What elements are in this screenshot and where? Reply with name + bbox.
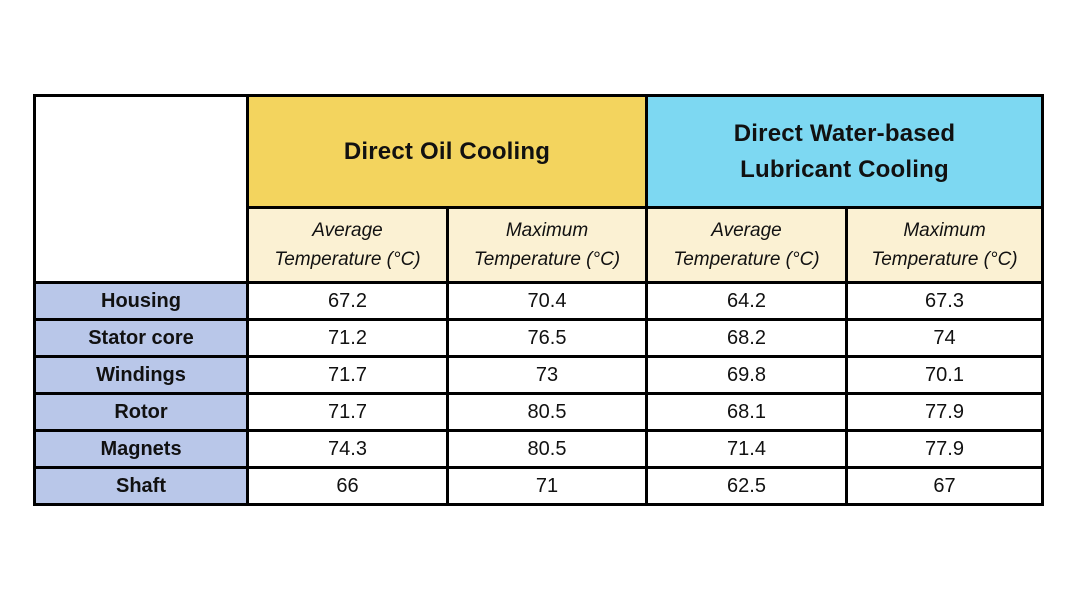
- group-header-label: Direct Oil Cooling: [343, 137, 551, 165]
- group-header-label-line1: Direct Water-based: [733, 119, 956, 147]
- table-row-magnets: Magnets 74.3 80.5 71.4 77.9: [33, 429, 1044, 469]
- table-row-housing: Housing 67.2 70.4 64.2 67.3: [33, 281, 1044, 321]
- data-cell: 71.7: [246, 355, 449, 395]
- data-cell: 64.2: [645, 281, 848, 321]
- row-label: Housing: [33, 281, 249, 321]
- row-label: Stator core: [33, 318, 249, 358]
- row-label: Windings: [33, 355, 249, 395]
- subheader-line2: Temperature (°C): [274, 249, 421, 270]
- subheader-line1: Maximum: [505, 219, 589, 241]
- table-row-shaft: Shaft 66 71 62.5 67: [33, 466, 1044, 506]
- subheader-line1: Maximum: [903, 219, 986, 241]
- data-cell: 74: [845, 318, 1044, 358]
- subheader-line1: Average: [711, 219, 782, 241]
- data-cell: 77.9: [845, 392, 1044, 432]
- table-row-windings: Windings 71.7 73 69.8 70.1: [33, 355, 1044, 395]
- subheader-water-average-temperature: Average Temperature (°C): [645, 206, 848, 284]
- data-cell: 71.4: [645, 429, 848, 469]
- row-label: Shaft: [33, 466, 249, 506]
- data-cell: 71: [446, 466, 648, 506]
- data-cell: 71.2: [246, 318, 449, 358]
- data-cell: 76.5: [446, 318, 648, 358]
- subheader-row: Average Temperature (°C) Maximum Tempera…: [35, 206, 1044, 284]
- row-label: Magnets: [33, 429, 249, 469]
- column-group-header-row: Direct Oil Cooling Direct Water-based Lu…: [33, 94, 1044, 284]
- data-cell: 67: [845, 466, 1044, 506]
- data-cell: 80.5: [446, 429, 648, 469]
- subheader-oil-average-temperature: Average Temperature (°C): [246, 206, 449, 284]
- data-cell: 70.1: [845, 355, 1044, 395]
- data-cell: 74.3: [246, 429, 449, 469]
- group-header-label-line2: Lubricant Cooling: [740, 155, 949, 183]
- data-cell: 67.2: [246, 281, 449, 321]
- data-cell: 71.7: [246, 392, 449, 432]
- subheader-water-maximum-temperature: Maximum Temperature (°C): [845, 206, 1044, 284]
- column-group-direct-oil-cooling: Direct Oil Cooling: [246, 94, 648, 209]
- data-cell: 67.3: [845, 281, 1044, 321]
- data-cell: 77.9: [845, 429, 1044, 469]
- subheader-oil-maximum-temperature: Maximum Temperature (°C): [446, 206, 648, 284]
- data-cell: 68.2: [645, 318, 848, 358]
- data-cell: 70.4: [446, 281, 648, 321]
- table-row-rotor: Rotor 71.7 80.5 68.1 77.9: [33, 392, 1044, 432]
- subheader-line2: Temperature (°C): [871, 249, 1018, 270]
- empty-corner-cell: [33, 94, 249, 284]
- temperature-comparison-table: Direct Oil Cooling Direct Water-based Lu…: [33, 94, 1044, 506]
- subheader-line2: Temperature (°C): [473, 249, 621, 270]
- data-cell: 80.5: [446, 392, 648, 432]
- data-cell: 68.1: [645, 392, 848, 432]
- data-cell: 73: [446, 355, 648, 395]
- data-cell: 66: [246, 466, 449, 506]
- table-row-stator-core: Stator core 71.2 76.5 68.2 74: [33, 318, 1044, 358]
- subheader-line2: Temperature (°C): [673, 249, 820, 270]
- subheader-line1: Average: [312, 219, 383, 241]
- row-label: Rotor: [33, 392, 249, 432]
- data-cell: 69.8: [645, 355, 848, 395]
- column-group-direct-water-based-lubricant-cooling: Direct Water-based Lubricant Cooling: [645, 94, 1044, 209]
- data-cell: 62.5: [645, 466, 848, 506]
